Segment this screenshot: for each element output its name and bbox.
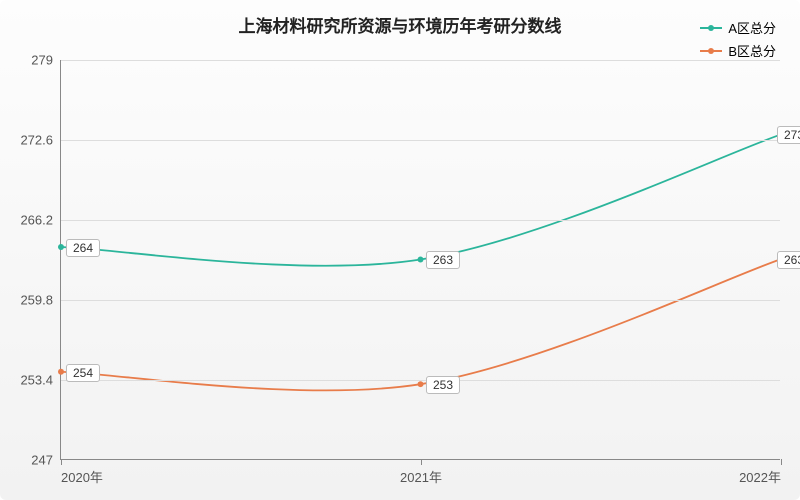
y-gridline [61, 220, 780, 221]
series-point [58, 244, 64, 250]
y-tick-label: 259.8 [20, 293, 53, 308]
y-gridline [61, 140, 780, 141]
y-tick-label: 272.6 [20, 133, 53, 148]
x-tick-label: 2020年 [61, 467, 103, 486]
series-line [61, 260, 780, 391]
legend-label-a: A区总分 [728, 18, 776, 37]
chart-lines-svg [61, 60, 780, 459]
y-tick-label: 266.2 [20, 213, 53, 228]
y-gridline [61, 300, 780, 301]
value-label: 254 [66, 364, 100, 382]
legend-label-b: B区总分 [728, 41, 776, 60]
y-tick-label: 279 [31, 53, 53, 68]
plot-area: 247253.4259.8266.2272.62792020年2021年2022… [60, 60, 780, 460]
y-gridline [61, 60, 780, 61]
y-tick-label: 253.4 [20, 373, 53, 388]
chart-container: 上海材料研究所资源与环境历年考研分数线 A区总分 B区总分 247253.425… [0, 0, 800, 500]
legend-swatch-b [700, 50, 722, 52]
value-label: 263 [777, 251, 800, 269]
chart-title: 上海材料研究所资源与环境历年考研分数线 [0, 12, 800, 37]
series-point [418, 257, 424, 263]
x-tick-label: 2022年 [739, 467, 781, 486]
x-tick-label: 2021年 [400, 467, 442, 486]
y-gridline [61, 380, 780, 381]
legend-swatch-a [700, 27, 722, 29]
value-label: 253 [426, 376, 460, 394]
series-point [418, 381, 424, 387]
x-tick-mark [61, 459, 62, 465]
series-line [61, 135, 780, 266]
x-tick-mark [421, 459, 422, 465]
legend-item-a: A区总分 [700, 18, 776, 37]
legend: A区总分 B区总分 [700, 18, 776, 64]
value-label: 264 [66, 239, 100, 257]
value-label: 263 [426, 251, 460, 269]
x-tick-mark [781, 459, 782, 465]
value-label: 273 [777, 126, 800, 144]
legend-item-b: B区总分 [700, 41, 776, 60]
series-point [58, 369, 64, 375]
y-tick-label: 247 [31, 453, 53, 468]
